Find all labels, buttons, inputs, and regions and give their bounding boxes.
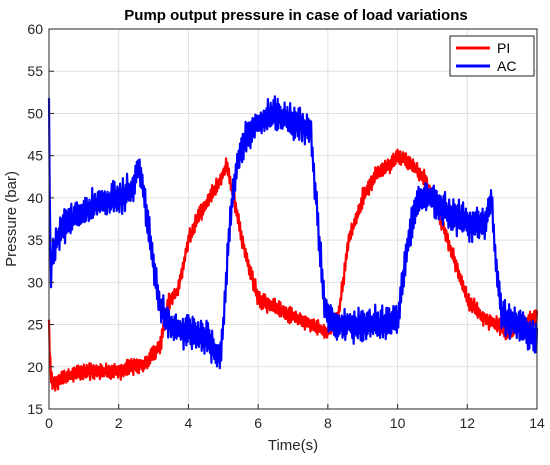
y-tick-label: 60 (27, 21, 43, 37)
x-tick-label: 4 (185, 415, 193, 431)
series-line-pi (47, 148, 539, 392)
y-tick-label: 20 (27, 359, 43, 375)
series-line-ac (47, 95, 539, 370)
x-tick-label: 8 (324, 415, 332, 431)
plot-area-box (48, 28, 538, 410)
axis-ticks: 0 2 4 6 8 10 12 14 15 20 25 30 35 40 45 50 55 60 (27, 21, 545, 431)
legend-label-pi: PI (497, 40, 510, 56)
legend-label-ac: AC (497, 58, 516, 74)
x-tick-label: 2 (115, 415, 123, 431)
x-tick-label: 6 (254, 415, 262, 431)
y-tick-label: 35 (27, 232, 43, 248)
y-tick-label: 30 (27, 274, 43, 290)
y-tick-label: 50 (27, 105, 43, 121)
x-tick-label: 10 (390, 415, 406, 431)
y-axis-label: Pressure (bar) (3, 171, 20, 267)
y-tick-label: 55 (27, 63, 43, 79)
x-axis-label: Time(s) (268, 437, 318, 454)
x-tick-label: 0 (45, 415, 53, 431)
legend-box (449, 35, 535, 77)
y-tick-label: 25 (27, 317, 43, 333)
y-tick-label: 45 (27, 148, 43, 164)
y-tick-label: 40 (27, 190, 43, 206)
y-tick-label: 15 (27, 401, 43, 417)
legend: PI AC (449, 35, 535, 77)
x-tick-label: 14 (529, 415, 545, 431)
series-lines (47, 95, 539, 392)
chart-title: Pump output pressure in case of load var… (124, 7, 467, 24)
x-tick-label: 12 (459, 415, 475, 431)
